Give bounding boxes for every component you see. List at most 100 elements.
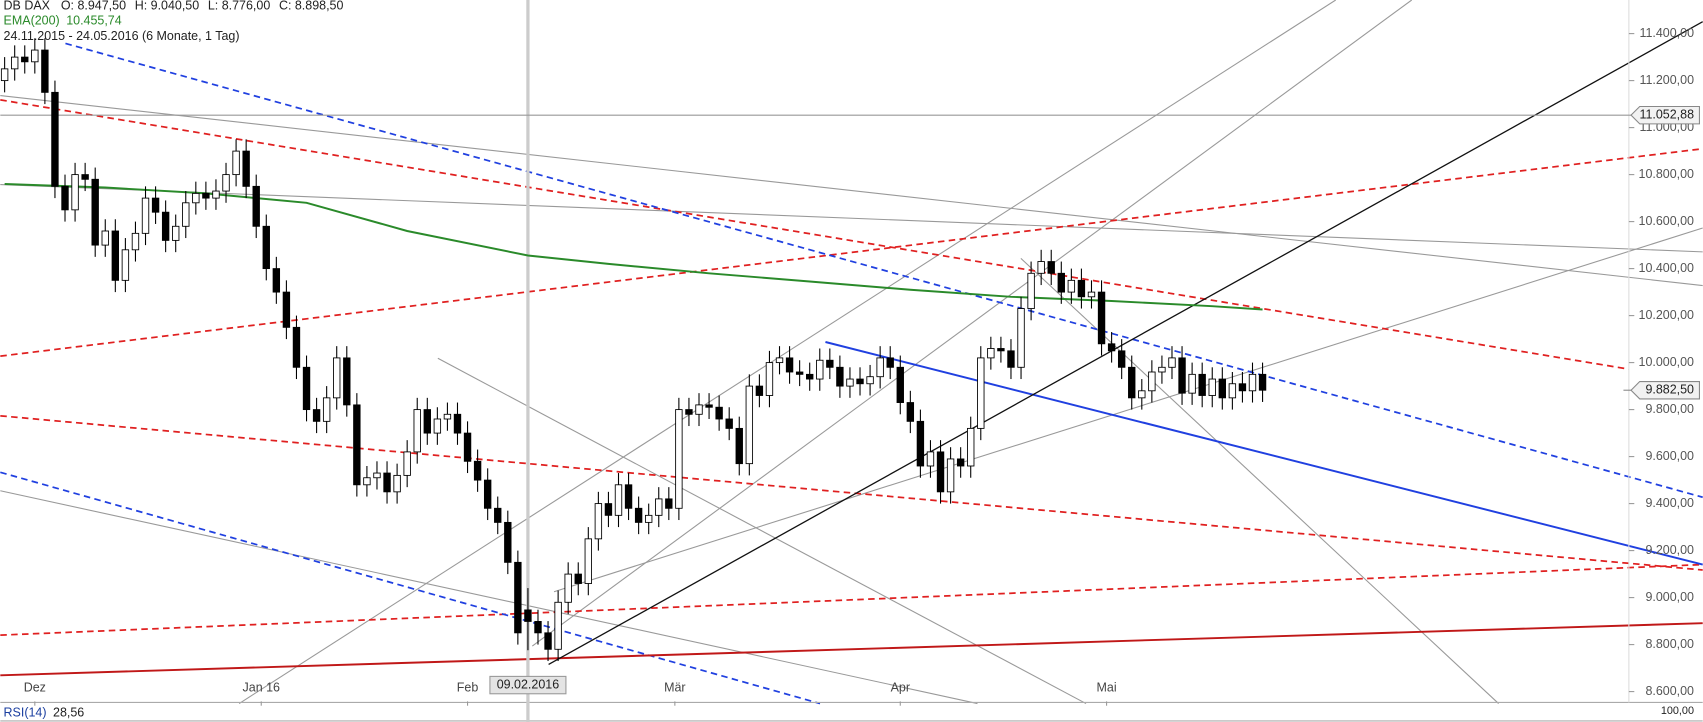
candle-body: [675, 409, 683, 509]
candle-body: [846, 378, 854, 387]
candle-body: [51, 91, 59, 187]
candle-body: [665, 498, 673, 509]
y-tick-label: 8.600,00: [1645, 684, 1694, 698]
y-tick-label: 10.800,00: [1639, 167, 1695, 181]
candle-body: [906, 402, 915, 422]
candle-body: [10, 56, 19, 70]
candle-body: [1007, 350, 1015, 368]
y-tick-label: 9.200,00: [1645, 543, 1694, 557]
candle-body: [1228, 383, 1237, 399]
y-tick-label: 10.200,00: [1639, 308, 1695, 322]
candle-body: [594, 503, 603, 540]
candle-body: [695, 404, 703, 415]
rsi-legend: RSI(14) 28,56: [4, 706, 85, 720]
candle-body: [977, 357, 985, 429]
trend-line: [238, 0, 1337, 704]
candle-body: [172, 225, 180, 241]
trend-line: [0, 622, 1703, 677]
candle-body: [1238, 383, 1247, 392]
candle-body: [524, 609, 532, 622]
candle-body: [373, 472, 381, 479]
candle-body: [443, 413, 452, 420]
candle-body: [21, 56, 29, 63]
candle-body: [705, 404, 713, 408]
price-line-label: 11.052,88: [1639, 107, 1694, 121]
candle-body: [292, 326, 301, 368]
candle-body: [353, 404, 361, 486]
candle-body: [564, 573, 572, 603]
candle-body: [1178, 357, 1186, 394]
candle-body: [785, 357, 794, 373]
trend-line: [0, 563, 1703, 637]
ohlc-label: C: 8.898,50: [279, 0, 344, 13]
candle-body: [282, 291, 291, 328]
candle-body: [182, 202, 190, 227]
candle-body: [725, 418, 733, 429]
ohlc-label: H: 9.040,50: [135, 0, 200, 13]
candle-body: [1198, 373, 1206, 396]
y-tick-label: 9.800,00: [1645, 402, 1694, 416]
candle-body: [41, 49, 49, 93]
candle-body: [604, 503, 613, 516]
candle-body: [1057, 272, 1065, 293]
candle-body: [514, 561, 522, 634]
candle-body: [61, 185, 69, 211]
candle-body: [997, 348, 1005, 352]
candle-body: [795, 371, 804, 375]
candle-body: [926, 451, 935, 467]
candle-body: [886, 357, 894, 368]
candle-body: [101, 230, 109, 246]
last-price-label: 9.882,50: [1645, 383, 1694, 397]
x-tick-label: Apr: [891, 681, 910, 695]
candle-body: [202, 192, 210, 199]
price-line-box: [1630, 105, 1700, 125]
candle-body: [1087, 291, 1096, 298]
candle-body: [634, 507, 643, 523]
trend-line: [0, 99, 1630, 370]
candle-body: [574, 573, 582, 584]
ema-name: EMA(200): [4, 14, 60, 28]
candle-body: [71, 174, 79, 211]
trend-line: [553, 227, 1703, 593]
trend-line: [0, 147, 1703, 357]
candle-body: [1107, 343, 1116, 352]
candle-body: [192, 192, 200, 204]
trend-line: [0, 95, 1703, 287]
candle-body: [644, 514, 653, 523]
candle-body: [212, 190, 220, 199]
trend-lines: [0, 0, 1703, 705]
y-tick-label: 10.400,00: [1639, 261, 1695, 275]
candle-body: [1067, 279, 1076, 293]
x-tick-label: Mai: [1097, 681, 1117, 695]
x-tick-label: Dez: [24, 681, 46, 695]
candle-body: [836, 366, 844, 387]
candle-body: [232, 150, 240, 176]
candle-body: [1158, 366, 1166, 373]
candle-body: [956, 458, 965, 467]
candle-body: [141, 197, 150, 234]
candle-body: [685, 409, 693, 415]
ohlc-label: L: 8.776,00: [208, 0, 270, 13]
candle-body: [755, 385, 764, 396]
candle-body: [343, 357, 351, 406]
trend-line: [0, 184, 1703, 253]
y-tick-label: 10.000,00: [1639, 355, 1695, 369]
trend-line: [0, 414, 1703, 571]
candle-body: [453, 413, 462, 434]
candle-body: [715, 406, 723, 420]
y-tick-label: 9.000,00: [1645, 590, 1694, 604]
candle-body: [1218, 378, 1226, 399]
candle-body: [494, 507, 502, 523]
period: 24.11.2015 - 24.05.2016 (6 Monate, 1 Tag…: [4, 29, 240, 43]
candle-body: [322, 397, 331, 422]
candle-body: [383, 472, 391, 493]
trend-line: [65, 42, 1703, 499]
candle-body: [302, 366, 311, 411]
candle-body: [363, 477, 371, 486]
instrument: DB DAX: [4, 0, 51, 13]
candle-body: [1148, 371, 1156, 392]
candle-body: [272, 268, 281, 293]
candle-body: [242, 150, 250, 187]
candle-body: [0, 68, 9, 82]
y-tick-label: 11.200,00: [1639, 73, 1694, 87]
